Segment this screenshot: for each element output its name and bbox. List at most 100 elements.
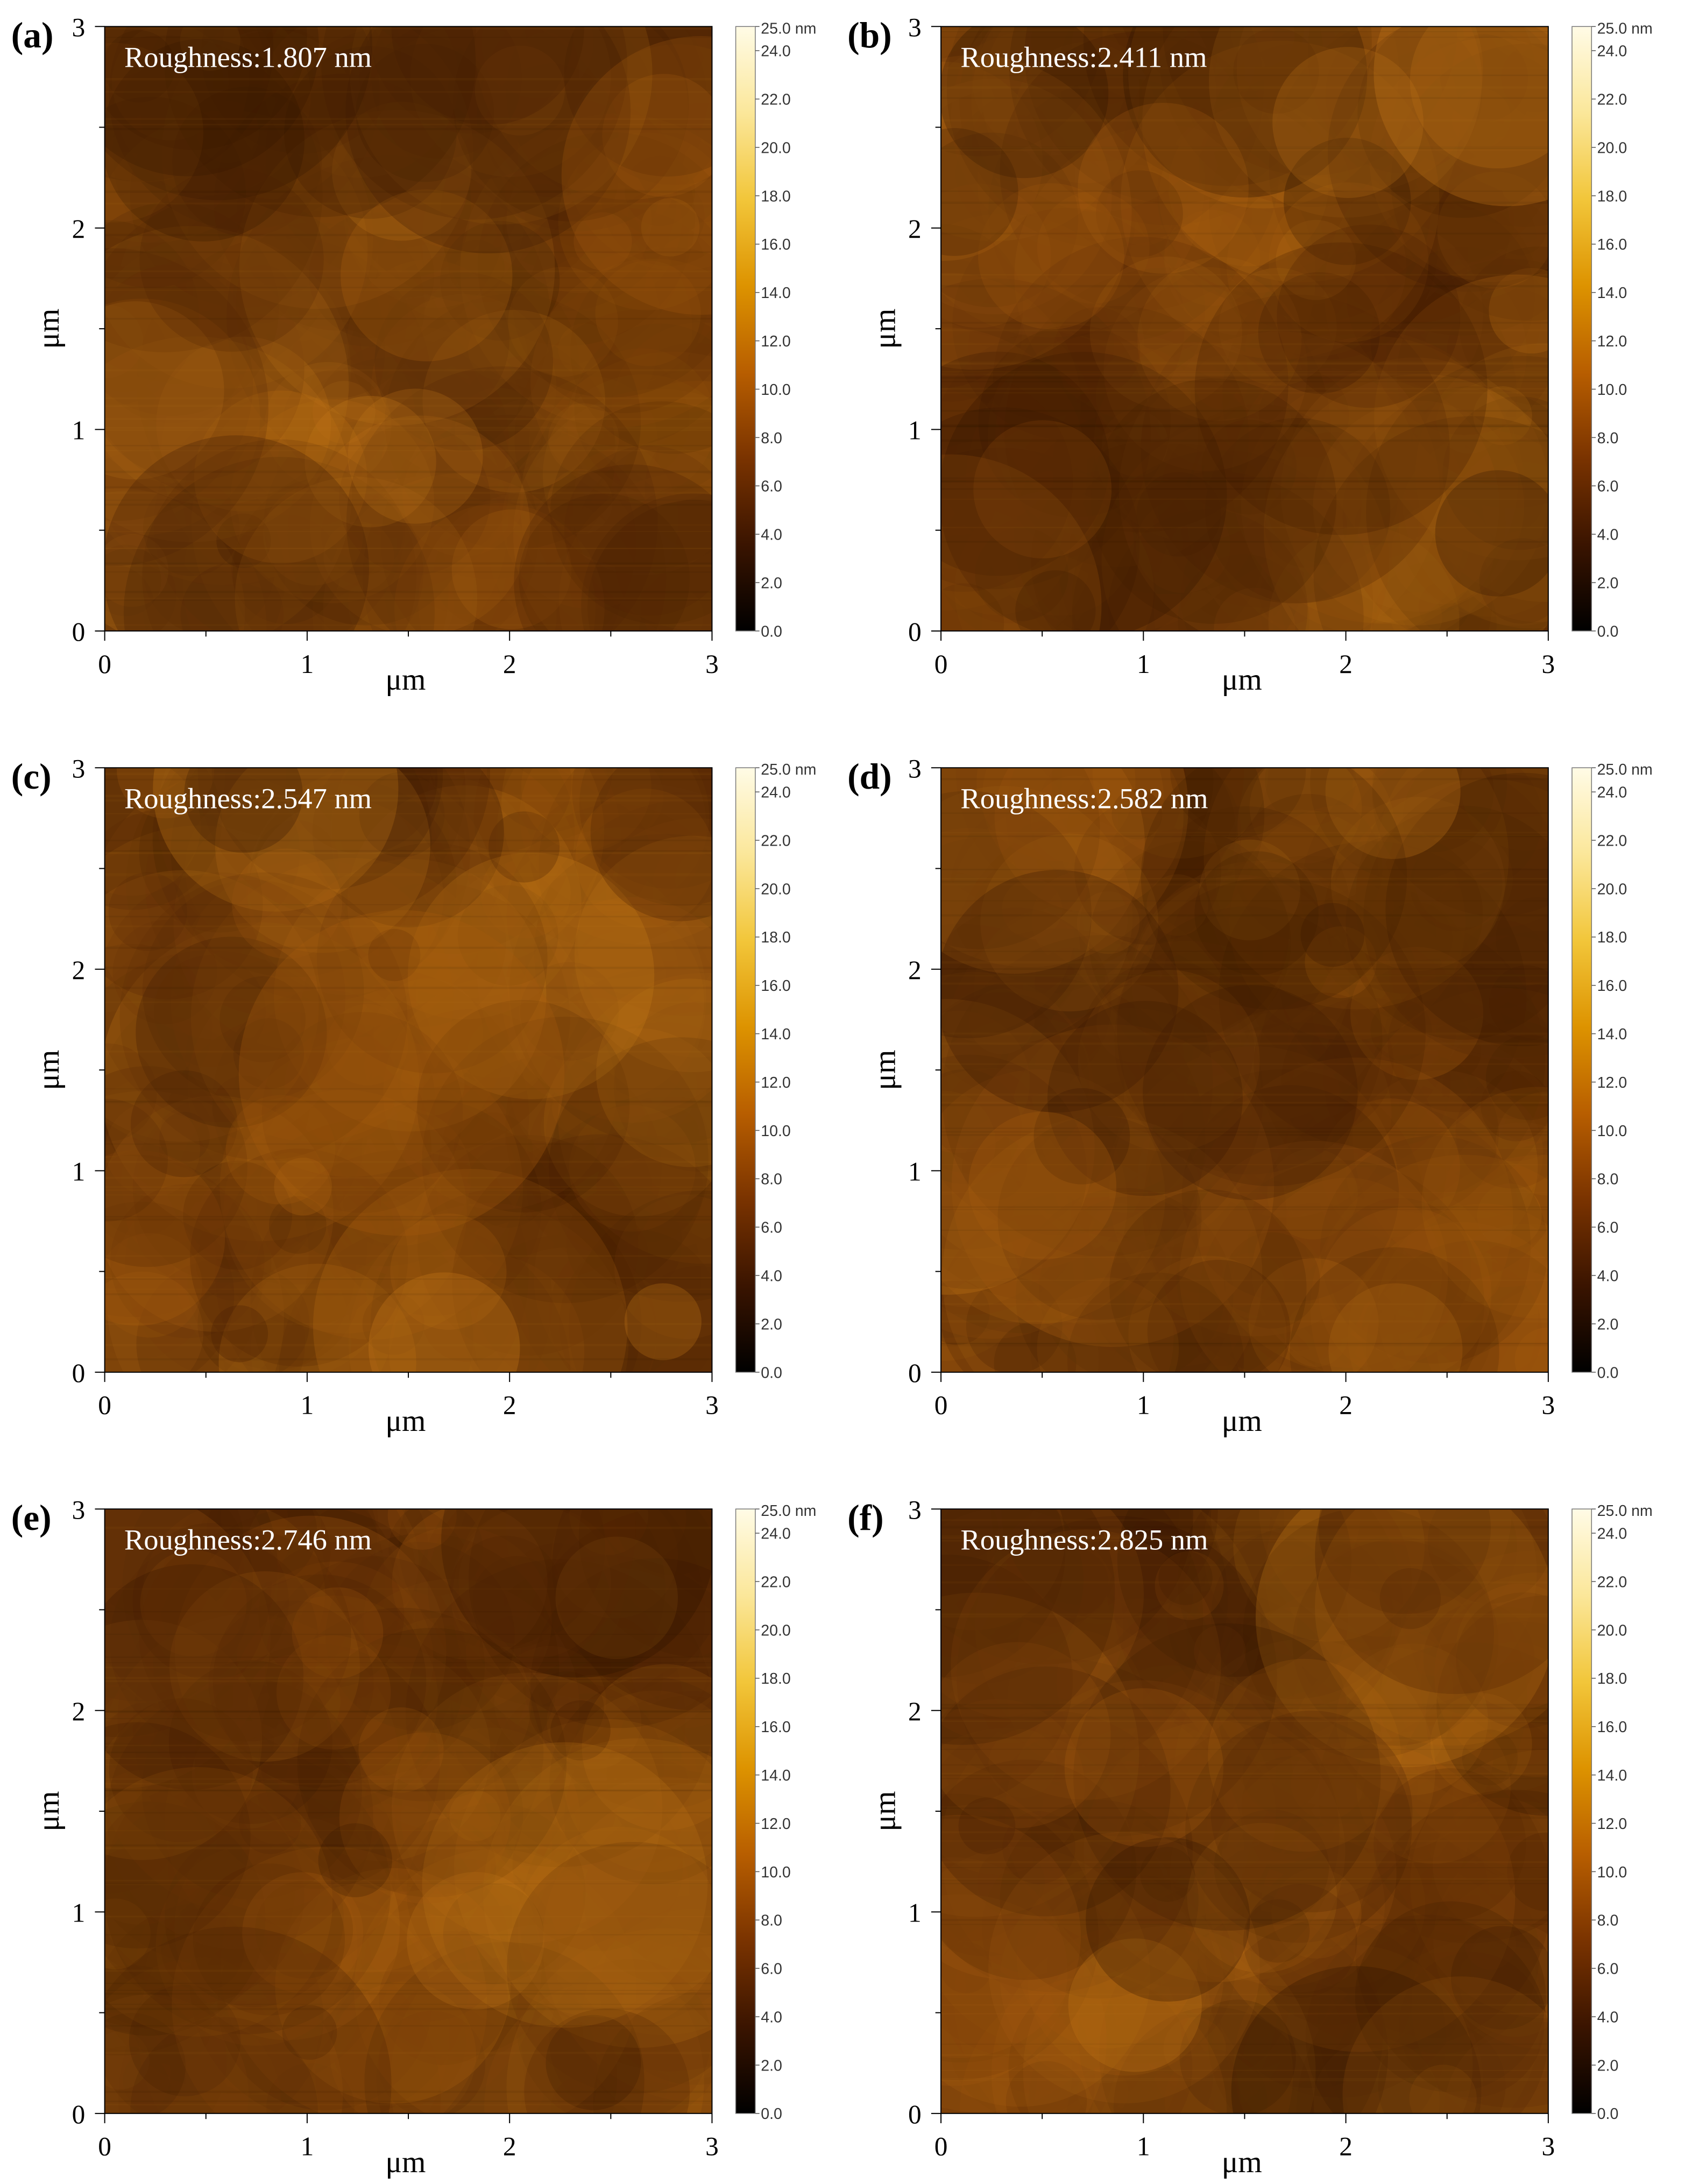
colorbar-tick-label: 14.0 <box>1597 1026 1627 1043</box>
y-tick-label: 1 <box>908 1157 922 1187</box>
colorbar-tick-label: 2.0 <box>1597 2057 1619 2074</box>
colorbar-tick-label: 16.0 <box>1597 977 1627 995</box>
colorbar-tick-label: 22.0 <box>761 91 791 109</box>
colorbar-tick-label: 20.0 <box>1597 139 1627 157</box>
colorbar-tick-label: 6.0 <box>761 478 782 495</box>
colorbar-tick-label: 16.0 <box>761 977 791 995</box>
afm-panel-b: (b) Roughness:2.411 nm 0 1 2 3 μm 0 1 2 3 μm 25.0 nm… <box>847 12 1653 697</box>
colorbar-tick-label: 10.0 <box>1597 1123 1627 1140</box>
colorbar-tick-label: 4.0 <box>761 527 782 544</box>
colorbar-tick-label: 4.0 <box>761 2009 782 2026</box>
colorbar-tick-label: 22.0 <box>761 832 791 849</box>
colorbar-tick-label: 24.0 <box>1597 43 1627 60</box>
colorbar <box>735 1508 756 2114</box>
colorbar-tick-label: 0.0 <box>1597 1364 1619 1381</box>
colorbar-max-label: 25.0 nm <box>761 761 816 778</box>
afm-height-map <box>941 26 1548 631</box>
y-axis-label: μm <box>868 1050 902 1090</box>
roughness-label: Roughness:2.825 nm <box>960 1523 1208 1556</box>
x-tick-label: 0 <box>934 2132 948 2161</box>
colorbar-tick-label: 8.0 <box>761 1171 782 1188</box>
panel-label: (a) <box>11 15 54 55</box>
y-tick-label: 3 <box>72 12 86 42</box>
afm-height-map <box>941 1509 1548 2114</box>
x-tick-label: 2 <box>1339 649 1353 679</box>
colorbar-tick-label: 24.0 <box>1597 784 1627 802</box>
colorbar-tick-label: 12.0 <box>761 333 791 350</box>
colorbar-tick-label: 22.0 <box>1597 832 1627 849</box>
colorbar-max-label: 25.0 nm <box>1597 1502 1653 1520</box>
colorbar-tick-label: 10.0 <box>1597 381 1627 399</box>
afm-height-map <box>941 768 1548 1372</box>
roughness-label: Roughness:2.411 nm <box>960 41 1207 74</box>
x-tick-label: 2 <box>1339 2132 1353 2161</box>
y-tick-label: 0 <box>908 2100 922 2129</box>
colorbar-tick-label: 2.0 <box>761 2057 782 2074</box>
panel-label: (f) <box>847 1498 883 1538</box>
colorbar-tick-label: 12.0 <box>761 1074 791 1091</box>
x-tick-label: 3 <box>1542 649 1555 679</box>
colorbar-tick-label: 2.0 <box>1597 1316 1619 1333</box>
colorbar-tick-label: 8.0 <box>761 1912 782 1930</box>
colorbar-tick-label: 16.0 <box>1597 236 1627 253</box>
colorbar-tick-label: 10.0 <box>1597 1864 1627 1881</box>
colorbar-tick-label: 20.0 <box>761 139 791 157</box>
x-tick-label: 0 <box>98 2132 111 2161</box>
y-axis-label: μm <box>32 1050 66 1090</box>
colorbar-tick-label: 4.0 <box>1597 1267 1619 1285</box>
colorbar-tick-label: 14.0 <box>761 285 791 302</box>
colorbar-tick-label: 12.0 <box>1597 333 1627 350</box>
x-axis-label: μm <box>1222 663 1262 697</box>
roughness-label: Roughness:2.582 nm <box>960 782 1208 815</box>
y-tick-label: 1 <box>908 416 922 445</box>
afm-height-map <box>104 26 712 631</box>
x-tick-label: 3 <box>1542 2132 1555 2161</box>
colorbar-tick-label: 20.0 <box>1597 881 1627 898</box>
colorbar-max-label: 25.0 nm <box>761 20 816 37</box>
colorbar-tick-label: 0.0 <box>761 2105 782 2123</box>
colorbar-tick-label: 16.0 <box>761 236 791 253</box>
colorbar-tick-label: 4.0 <box>1597 2009 1619 2026</box>
y-tick-label: 2 <box>72 214 86 244</box>
colorbar-tick-label: 10.0 <box>761 1864 791 1881</box>
colorbar-tick-label: 20.0 <box>761 881 791 898</box>
colorbar-tick-label: 10.0 <box>761 381 791 399</box>
colorbar-tick-label: 18.0 <box>761 188 791 205</box>
panel-label: (d) <box>847 756 891 797</box>
y-axis-label: μm <box>32 1791 66 1832</box>
colorbar-tick-label: 8.0 <box>1597 1171 1619 1188</box>
y-tick-label: 1 <box>72 1157 86 1187</box>
colorbar <box>735 26 756 632</box>
y-axis-label: μm <box>32 309 66 349</box>
afm-panel-e: (e) Roughness:2.746 nm 0 1 2 3 μm 0 1 2 3 μm 25.0 nm… <box>11 1495 817 2179</box>
x-tick-label: 0 <box>98 649 111 679</box>
y-tick-label: 0 <box>72 1358 86 1388</box>
x-tick-label: 2 <box>503 2132 516 2161</box>
panel-label: (b) <box>847 15 891 55</box>
colorbar <box>1571 26 1592 632</box>
afm-height-map <box>104 1509 712 2114</box>
y-tick-label: 1 <box>908 1898 922 1927</box>
colorbar-tick-label: 14.0 <box>761 1767 791 1784</box>
colorbar-tick-label: 18.0 <box>761 929 791 946</box>
x-tick-label: 3 <box>705 649 719 679</box>
y-tick-label: 2 <box>908 1697 922 1726</box>
panel-label: (e) <box>11 1498 52 1538</box>
afm-panel-c: (c) Roughness:2.547 nm 0 1 2 3 μm 0 1 2 3 μm 25.0 nm… <box>11 754 817 1437</box>
colorbar-tick-label: 14.0 <box>761 1026 791 1043</box>
x-tick-label: 3 <box>705 1391 719 1420</box>
x-axis-label: μm <box>1222 1404 1262 1438</box>
colorbar-tick-label: 22.0 <box>1597 1573 1627 1591</box>
y-tick-label: 2 <box>72 955 86 985</box>
colorbar-tick-label: 0.0 <box>1597 2105 1619 2123</box>
colorbar-tick-label: 8.0 <box>1597 430 1619 447</box>
panel-label: (c) <box>11 756 52 797</box>
x-tick-label: 2 <box>503 1391 516 1420</box>
colorbar-tick-label: 10.0 <box>761 1123 791 1140</box>
colorbar <box>1571 1508 1592 2114</box>
y-tick-label: 2 <box>908 955 922 985</box>
colorbar-max-label: 25.0 nm <box>761 1502 816 1520</box>
y-tick-label: 1 <box>72 416 86 445</box>
y-tick-label: 2 <box>72 1697 86 1726</box>
